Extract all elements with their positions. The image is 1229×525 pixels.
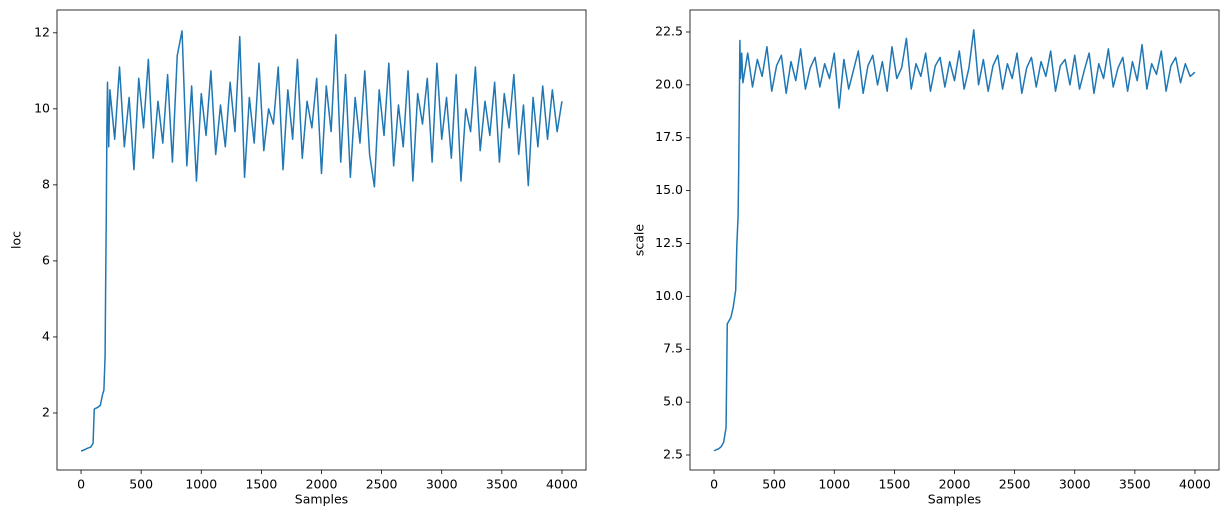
y-tick-label: 20.0 [655, 76, 683, 91]
y-tick-label: 2 [42, 404, 50, 419]
x-tick-label: 2000 [306, 477, 338, 492]
x-tick-label: 0 [77, 477, 85, 492]
x-tick-label: 1000 [818, 477, 850, 492]
x-tick-label: 1000 [185, 477, 217, 492]
x-tick-label: 3000 [426, 477, 458, 492]
x-tick-label: 2500 [999, 477, 1031, 492]
data-line [80, 30, 563, 452]
x-tick-label: 1500 [878, 477, 910, 492]
x-tick-label: 4000 [546, 477, 578, 492]
x-tick-label: 2500 [366, 477, 398, 492]
x-tick-label: 3000 [1059, 477, 1091, 492]
y-axis-label: scale [632, 224, 647, 257]
y-tick-label: 10 [34, 100, 50, 115]
x-axis-label: Samples [295, 492, 348, 507]
y-tick-label: 7.5 [663, 341, 683, 356]
y-tick-label: 4 [42, 328, 50, 343]
axes-frame [56, 9, 587, 471]
y-tick-label: 8 [42, 176, 50, 191]
x-tick-label: 500 [129, 477, 153, 492]
y-tick-label: 6 [42, 252, 50, 267]
x-tick-label: 3500 [486, 477, 518, 492]
data-line [713, 29, 1196, 452]
y-tick-label: 22.5 [655, 23, 683, 38]
x-tick-label: 0 [710, 477, 718, 492]
y-tick-label: 2.5 [663, 446, 683, 461]
y-tick-label: 17.5 [655, 129, 683, 144]
x-tick-label: 4000 [1179, 477, 1211, 492]
y-tick-label: 15.0 [655, 182, 683, 197]
y-tick-label: 12.5 [655, 235, 683, 250]
x-tick-label: 3500 [1119, 477, 1151, 492]
y-axis-label: loc [9, 231, 24, 249]
x-tick-label: 2000 [939, 477, 971, 492]
x-tick-label: 1500 [245, 477, 277, 492]
y-tick-label: 12 [34, 24, 50, 39]
x-axis-label: Samples [928, 492, 981, 507]
y-tick-label: 10.0 [655, 288, 683, 303]
y-tick-label: 5.0 [663, 394, 683, 409]
x-tick-label: 500 [762, 477, 786, 492]
